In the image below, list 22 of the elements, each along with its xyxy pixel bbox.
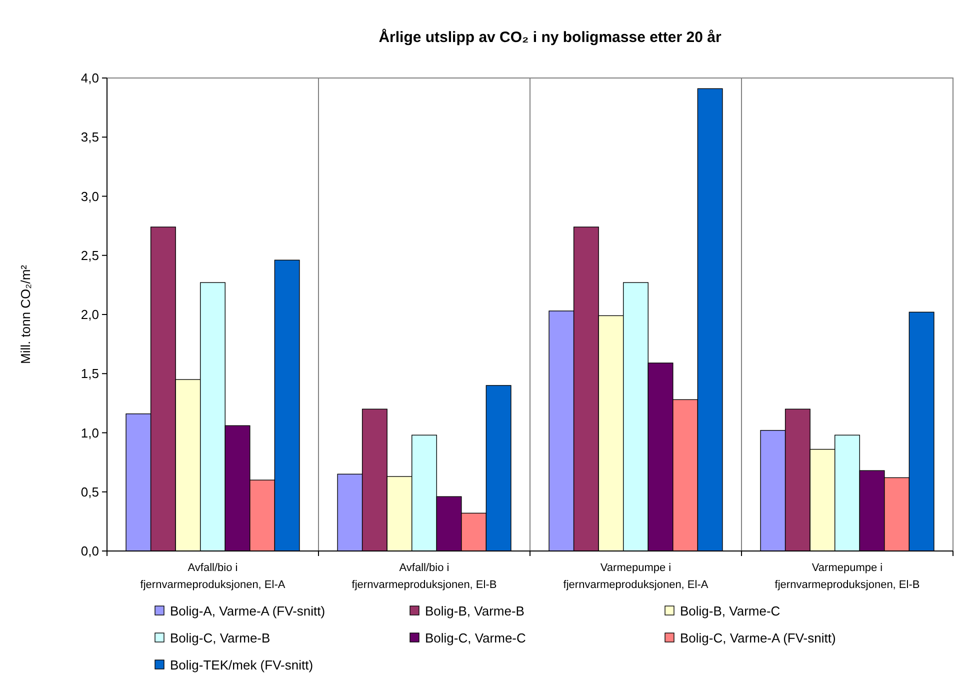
legend-label: Bolig-B, Varme-B (425, 604, 524, 619)
x-tick-label: Varmepumpe i fjernvarmeproduksjonen, El-B (774, 562, 920, 591)
y-tick-label: 1,5 (80, 366, 99, 382)
y-tick-label: 3,0 (80, 188, 99, 204)
x-tick-label: Avfall/bio i fjernvarmeproduksjonen, El-B (352, 562, 497, 591)
legend-label: Bolig-C, Varme-B (170, 630, 270, 646)
legend-label: Bolig-B, Varme-C (680, 604, 780, 619)
x-tick-label: Avfall/bio i fjernvarmeproduksjonen, El-A (140, 562, 286, 591)
y-tick-label: 3,5 (80, 130, 99, 145)
y-tick-label: 4,0 (80, 70, 99, 86)
legend-label: Bolig-C, Varme-C (425, 630, 526, 646)
y-tick-label: 2,0 (80, 307, 99, 322)
y-tick-label: 0,0 (80, 544, 99, 559)
y-tick-label: 1,0 (80, 425, 99, 440)
y-tick-label: 2,5 (80, 248, 99, 263)
legend-label: Bolig-TEK/mek (FV-snitt) (170, 658, 314, 673)
chart-title: Årlige utslipp av CO₂ i ny boligmasse etter 20 år (378, 28, 722, 46)
legend-label: Bolig-C, Varme-A (FV-snitt) (680, 630, 836, 646)
y-axis-title: Mill. tonn CO₂/m² (18, 264, 33, 364)
legend-label: Bolig-A, Varme-A (FV-snitt) (170, 604, 326, 619)
x-tick-label: Varmepumpe i fjernvarmeproduksjonen, El-A (563, 562, 709, 591)
y-tick-label: 0,5 (80, 484, 99, 500)
